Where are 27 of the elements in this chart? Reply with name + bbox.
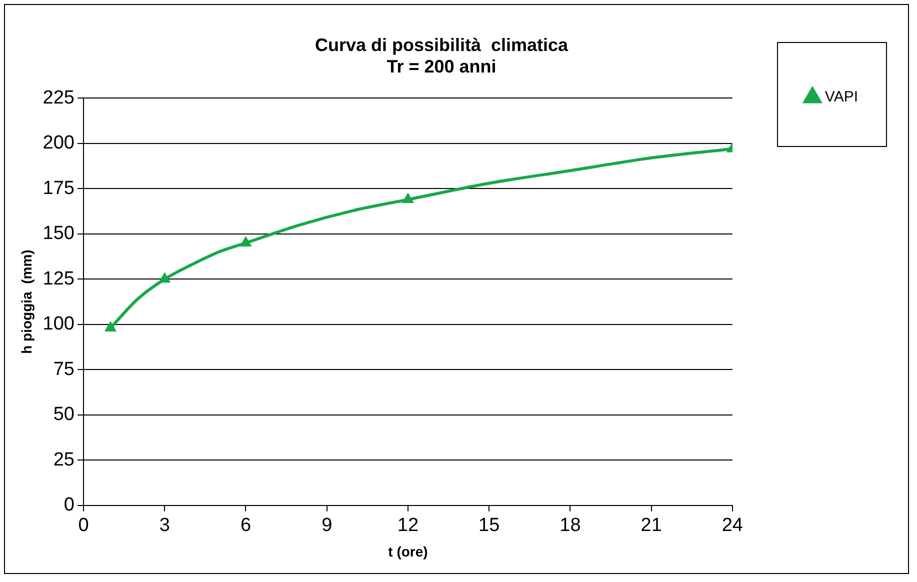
x-tick-label: 6 — [240, 515, 252, 536]
x-tick-label: 9 — [322, 515, 332, 536]
x-tick-label: 3 — [159, 515, 170, 536]
y-tick-label: 75 — [53, 358, 74, 380]
point — [402, 193, 414, 204]
point — [104, 322, 116, 332]
y-tick-label: 150 — [42, 223, 74, 244]
y-axis-title: h pioggia (mm) — [18, 250, 34, 354]
chart-title: Curva di possibilità climatica Tr = 200 anni — [314, 34, 570, 76]
y-tick-label: 25 — [53, 449, 74, 470]
x-tick-label: 24 — [722, 515, 744, 536]
point — [158, 272, 170, 283]
x-axis-title: t (ore) — [388, 543, 428, 560]
point — [240, 236, 252, 246]
x-tick-label: 12 — [397, 515, 419, 536]
y-tick-label: 125 — [42, 268, 74, 290]
y-tick-label: 0 — [64, 494, 74, 516]
x-tick-label: 18 — [560, 515, 581, 536]
y-tick-label: 50 — [53, 404, 74, 426]
y-tick-label: 175 — [42, 178, 74, 199]
y-tick-label: 100 — [42, 314, 74, 335]
y-tick-label: 225 — [42, 87, 74, 108]
y-tick-label: 200 — [42, 132, 74, 154]
x-tick-label: 15 — [478, 515, 500, 536]
x-tick-label: 21 — [640, 515, 662, 536]
legend-label: VAPI — [824, 88, 858, 106]
x-tick-label: 0 — [78, 515, 89, 536]
